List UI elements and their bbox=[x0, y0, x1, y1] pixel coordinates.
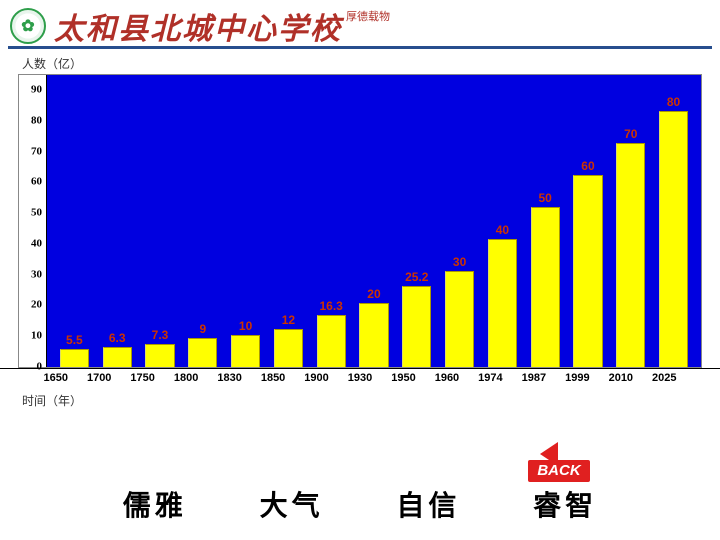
footer-word-2: 大气 bbox=[260, 484, 324, 524]
population-chart: 0102030405060708090 5.56.37.39101216.320… bbox=[18, 74, 702, 368]
x-tick: 1930 bbox=[338, 369, 381, 388]
logo-icon: ✿ bbox=[21, 16, 34, 36]
bar-col: 70 bbox=[609, 127, 652, 367]
bar bbox=[103, 347, 132, 367]
back-label: BACK bbox=[528, 460, 590, 482]
footer-word-3: 自信 bbox=[396, 484, 460, 524]
bar-col: 12 bbox=[267, 313, 310, 367]
y-tick: 70 bbox=[19, 146, 46, 157]
bar bbox=[573, 175, 602, 367]
y-tick: 30 bbox=[19, 269, 46, 280]
y-tick: 10 bbox=[19, 331, 46, 342]
bar-value-label: 6.3 bbox=[109, 331, 126, 345]
footer: 儒雅 大气 自信 睿智 bbox=[0, 484, 720, 524]
bar-value-label: 9 bbox=[199, 322, 206, 336]
bar-value-label: 16.3 bbox=[320, 299, 343, 313]
bar-value-label: 80 bbox=[667, 95, 680, 109]
bar bbox=[402, 286, 431, 367]
x-tick: 1800 bbox=[164, 369, 207, 388]
x-tick: 1700 bbox=[77, 369, 120, 388]
bar-value-label: 25.2 bbox=[405, 270, 428, 284]
bar-value-label: 5.5 bbox=[66, 333, 83, 347]
bar bbox=[659, 111, 688, 367]
x-axis-label: 时间（年） bbox=[22, 392, 720, 409]
school-name: 太和县北城中心学校 bbox=[54, 4, 342, 48]
bar-value-label: 7.3 bbox=[152, 328, 169, 342]
x-tick: 2010 bbox=[599, 369, 642, 388]
bar-value-label: 10 bbox=[239, 319, 252, 333]
bar bbox=[231, 335, 260, 367]
y-tick: 0 bbox=[19, 361, 46, 372]
bar-col: 7.3 bbox=[139, 328, 182, 367]
bar-value-label: 50 bbox=[538, 191, 551, 205]
bar bbox=[531, 207, 560, 367]
x-tick: 1830 bbox=[208, 369, 251, 388]
x-tick: 1850 bbox=[251, 369, 294, 388]
bar-value-label: 30 bbox=[453, 255, 466, 269]
bar bbox=[145, 344, 174, 367]
footer-word-1: 儒雅 bbox=[123, 484, 187, 524]
bar-col: 20 bbox=[353, 287, 396, 367]
plot-area: 5.5 6.3 7.3 9 10 12 16.3 20 25.2 30 40 50 60 70 80 bbox=[47, 75, 701, 367]
bar-col: 6.3 bbox=[96, 331, 139, 367]
bar bbox=[188, 338, 217, 367]
x-tick: 2025 bbox=[643, 369, 686, 388]
bar-col: 80 bbox=[652, 95, 695, 367]
bar-col: 16.3 bbox=[310, 299, 353, 367]
y-axis: 0102030405060708090 bbox=[19, 75, 47, 367]
y-tick: 40 bbox=[19, 238, 46, 249]
bar-value-label: 12 bbox=[282, 313, 295, 327]
x-tick: 1960 bbox=[425, 369, 468, 388]
y-tick: 20 bbox=[19, 300, 46, 311]
bar bbox=[317, 315, 346, 367]
bar-value-label: 60 bbox=[581, 159, 594, 173]
footer-word-4: 睿智 bbox=[533, 484, 597, 524]
bar-value-label: 20 bbox=[367, 287, 380, 301]
y-tick: 60 bbox=[19, 177, 46, 188]
bar-col: 5.5 bbox=[53, 333, 96, 367]
bar-col: 60 bbox=[567, 159, 610, 367]
bar bbox=[445, 271, 474, 367]
bar-value-label: 70 bbox=[624, 127, 637, 141]
x-tick: 1950 bbox=[382, 369, 425, 388]
x-tick: 1900 bbox=[295, 369, 338, 388]
motto-small: 厚德载物 bbox=[346, 12, 390, 23]
bar bbox=[616, 143, 645, 367]
bar-col: 10 bbox=[224, 319, 267, 367]
school-logo: ✿ bbox=[10, 8, 46, 44]
y-tick: 80 bbox=[19, 115, 46, 126]
x-tick: 1974 bbox=[469, 369, 512, 388]
bar-value-label: 40 bbox=[496, 223, 509, 237]
bar-col: 30 bbox=[438, 255, 481, 367]
back-button[interactable]: BACK bbox=[528, 444, 590, 484]
header: ✿ 太和县北城中心学校 厚德载物 bbox=[0, 0, 720, 46]
bar bbox=[274, 329, 303, 367]
bar bbox=[359, 303, 388, 367]
x-tick: 1987 bbox=[512, 369, 555, 388]
bar bbox=[60, 349, 89, 367]
bar-col: 40 bbox=[481, 223, 524, 367]
y-tick: 50 bbox=[19, 208, 46, 219]
y-tick: 90 bbox=[19, 85, 46, 96]
x-tick: 1999 bbox=[556, 369, 599, 388]
x-tick: 1750 bbox=[121, 369, 164, 388]
bar-col: 25.2 bbox=[395, 270, 438, 367]
bar bbox=[488, 239, 517, 367]
bar-col: 50 bbox=[524, 191, 567, 367]
x-axis: 1650170017501800183018501900193019501960… bbox=[0, 368, 720, 388]
bar-col: 9 bbox=[181, 322, 224, 367]
y-axis-label: 人数（亿） bbox=[22, 55, 720, 72]
